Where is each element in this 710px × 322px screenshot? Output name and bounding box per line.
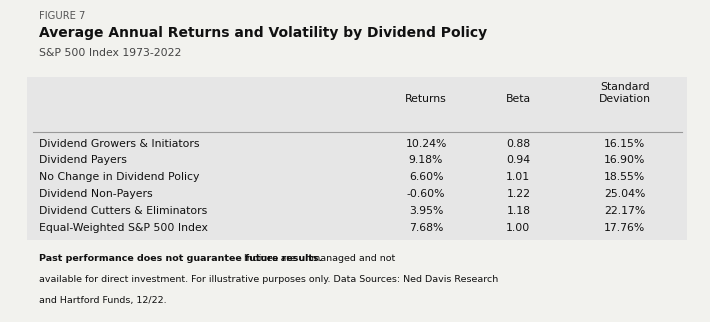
Text: 22.17%: 22.17% [604,206,645,216]
Text: -0.60%: -0.60% [407,189,445,199]
Text: S&P 500 Index 1973-2022: S&P 500 Index 1973-2022 [39,48,182,58]
Text: 1.00: 1.00 [506,223,530,232]
Text: 7.68%: 7.68% [409,223,443,232]
Text: 1.22: 1.22 [506,189,530,199]
Text: 16.15%: 16.15% [604,139,645,149]
Text: 1.18: 1.18 [506,206,530,216]
Text: 16.90%: 16.90% [604,156,645,166]
Text: 10.24%: 10.24% [405,139,447,149]
Text: 17.76%: 17.76% [604,223,645,232]
Text: Returns: Returns [405,94,447,104]
Text: 3.95%: 3.95% [409,206,443,216]
Text: Past performance does not guarantee future results.: Past performance does not guarantee futu… [39,254,322,263]
Text: 0.94: 0.94 [506,156,530,166]
Text: 18.55%: 18.55% [604,172,645,182]
Text: 0.88: 0.88 [506,139,530,149]
Text: available for direct investment. For illustrative purposes only. Data Sources: N: available for direct investment. For ill… [39,275,498,284]
Text: and Hartford Funds, 12/22.: and Hartford Funds, 12/22. [39,296,167,305]
Text: Equal-Weighted S&P 500 Index: Equal-Weighted S&P 500 Index [39,223,208,232]
Text: 9.18%: 9.18% [409,156,443,166]
Text: FIGURE 7: FIGURE 7 [39,11,85,21]
Text: 1.01: 1.01 [506,172,530,182]
Text: Deviation: Deviation [599,94,651,104]
Text: Indices are unmanaged and not: Indices are unmanaged and not [241,254,395,263]
Text: Standard: Standard [600,82,650,92]
Text: No Change in Dividend Policy: No Change in Dividend Policy [39,172,200,182]
Text: 6.60%: 6.60% [409,172,443,182]
Text: Beta: Beta [506,94,531,104]
Text: 25.04%: 25.04% [604,189,645,199]
Text: Dividend Non-Payers: Dividend Non-Payers [39,189,153,199]
Text: Dividend Cutters & Eliminators: Dividend Cutters & Eliminators [39,206,207,216]
Text: Average Annual Returns and Volatility by Dividend Policy: Average Annual Returns and Volatility by… [39,26,487,40]
Text: Dividend Payers: Dividend Payers [39,156,127,166]
Text: Dividend Growers & Initiators: Dividend Growers & Initiators [39,139,200,149]
